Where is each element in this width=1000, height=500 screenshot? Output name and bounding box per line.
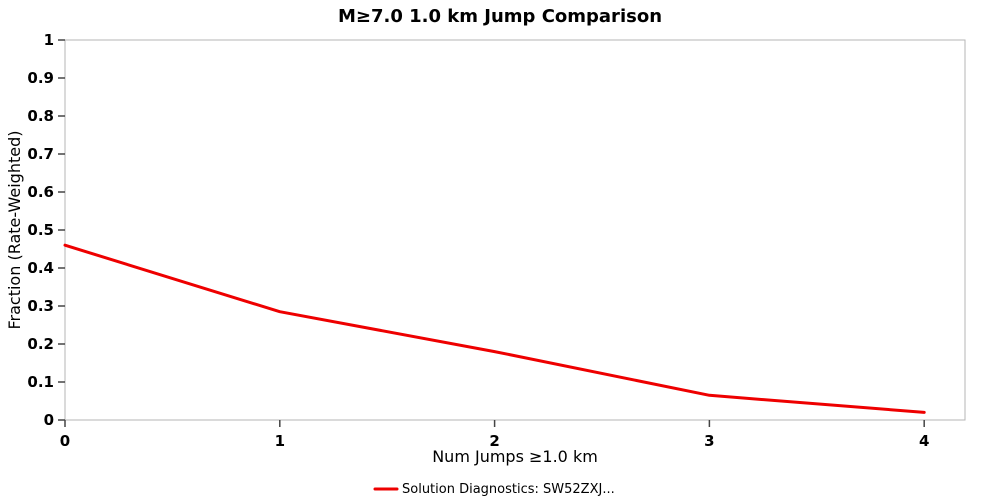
y-tick-label: 0.8 [27,107,54,125]
y-tick-label: 1 [44,31,54,49]
y-axis-ticks: 0 0.1 0.2 0.3 0.4 0.5 0.6 0.7 0.8 0.9 1 [27,31,65,429]
y-axis-label: Fraction (Rate-Weighted) [5,131,24,330]
y-tick-label: 0.6 [27,183,54,201]
series-line [63,243,926,414]
chart-title: M≥7.0 1.0 km Jump Comparison [338,6,662,27]
y-tick-label: 0.9 [27,69,54,87]
x-tick-label: 3 [704,432,714,450]
x-tick-label: 0 [60,432,70,450]
x-tick-label: 2 [489,432,499,450]
y-tick-label: 0 [44,411,54,429]
y-tick-label: 0.3 [27,297,54,315]
x-axis-label: Num Jumps ≥1.0 km [432,447,598,466]
legend-label: Solution Diagnostics: SW52ZXJ... [402,482,615,497]
y-tick-label: 0.1 [27,373,54,391]
x-axis-ticks: 0 1 2 3 4 [60,420,929,450]
plot-area [64,39,966,421]
y-tick-label: 0.7 [27,145,54,163]
x-tick-label: 4 [919,432,929,450]
y-tick-label: 0.2 [27,335,54,353]
y-tick-label: 0.4 [27,259,54,277]
x-tick-label: 1 [275,432,285,450]
legend: Solution Diagnostics: SW52ZXJ... [373,482,615,497]
y-tick-label: 0.5 [27,221,54,239]
